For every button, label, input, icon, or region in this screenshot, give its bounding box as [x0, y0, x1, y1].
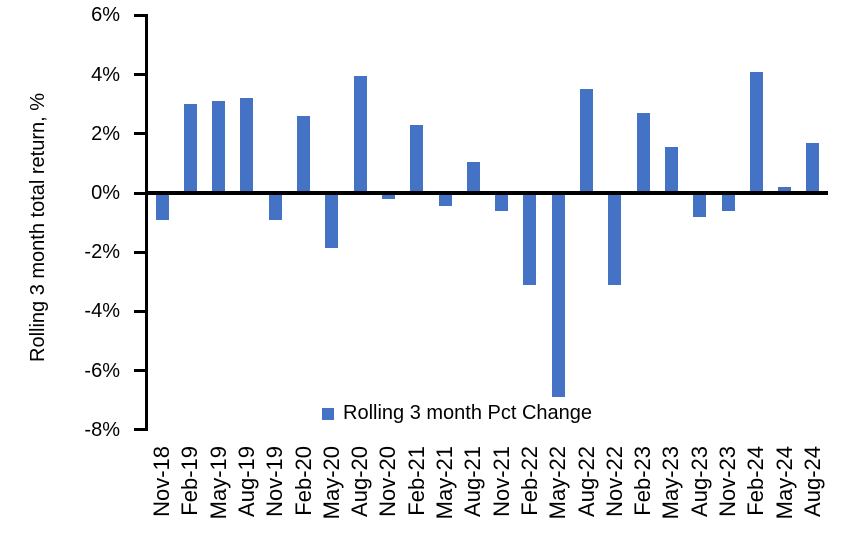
y-tick-mark [134, 132, 148, 136]
x-tick-label: May-20 [318, 446, 344, 520]
bar [212, 101, 226, 193]
y-tick-mark [134, 73, 148, 77]
bar [297, 116, 310, 193]
bar [580, 89, 593, 193]
y-tick-label: 0% [91, 182, 120, 204]
y-tick-mark [134, 309, 148, 313]
bar [778, 187, 792, 193]
x-tick-label: May-21 [432, 446, 457, 520]
x-tick-label: Nov-21 [488, 446, 514, 517]
y-tick-label: 4% [91, 63, 120, 86]
x-tick-label: May-23 [658, 446, 684, 520]
bar [721, 193, 735, 211]
bar [268, 193, 282, 220]
bar [155, 193, 169, 220]
y-tick-mark [134, 191, 148, 195]
x-tick-label: May-22 [545, 446, 571, 520]
y-tick-label: -4% [84, 300, 120, 323]
y-tick-label: -2% [84, 241, 120, 264]
bar [183, 104, 197, 193]
x-tick-label: Aug-20 [347, 446, 373, 517]
x-tick-label: Feb-20 [290, 446, 316, 516]
x-tick-label: Feb-24 [743, 446, 769, 516]
legend-color-swatch [322, 407, 334, 420]
x-tick-label: Feb-19 [177, 446, 203, 516]
y-axis-line [145, 13, 148, 432]
x-tick-label: Aug-24 [799, 446, 825, 517]
x-tick-label: May-19 [205, 446, 231, 520]
x-tick-label: Aug-23 [686, 446, 712, 517]
bar [806, 142, 820, 193]
x-tick-label: Nov-19 [262, 446, 288, 517]
x-tick-label: Nov-20 [375, 446, 401, 517]
bar [551, 193, 565, 398]
bar [353, 76, 367, 193]
bar [636, 113, 650, 193]
bar [749, 71, 763, 193]
y-tick-label: 6% [91, 4, 120, 27]
y-tick-mark [134, 428, 148, 432]
x-tick-label: Aug-21 [460, 446, 486, 517]
zero-line [145, 191, 828, 195]
y-tick-mark [134, 13, 148, 17]
bar [381, 193, 395, 199]
x-tick-label: May-24 [771, 446, 797, 520]
legend-label: Rolling 3 month Pct Change [343, 402, 593, 424]
y-tick-mark [134, 250, 148, 254]
x-tick-label: Aug-19 [233, 446, 259, 517]
x-tick-label: Feb-21 [403, 446, 429, 516]
bar [608, 193, 622, 285]
y-tick-mark [134, 369, 148, 373]
bar [410, 124, 424, 193]
x-tick-label: Feb-23 [630, 446, 656, 516]
y-tick-label: -6% [84, 359, 120, 382]
bar [693, 193, 707, 217]
bar [240, 98, 254, 193]
x-tick-label: Nov-22 [601, 446, 627, 517]
y-tick-label: -8% [84, 418, 120, 441]
bar [466, 161, 480, 193]
x-tick-label: Nov-18 [149, 446, 174, 517]
bar [523, 193, 537, 285]
x-tick-label: Aug-22 [573, 446, 599, 517]
x-tick-label: Nov-23 [715, 446, 740, 517]
bar [664, 147, 678, 193]
bar [325, 193, 339, 248]
x-tick-label: Feb-22 [516, 446, 542, 516]
y-tick-label: 2% [91, 122, 120, 145]
legend: Rolling 3 month Pct Change [322, 402, 592, 424]
bar [495, 193, 509, 211]
bar [438, 193, 452, 207]
